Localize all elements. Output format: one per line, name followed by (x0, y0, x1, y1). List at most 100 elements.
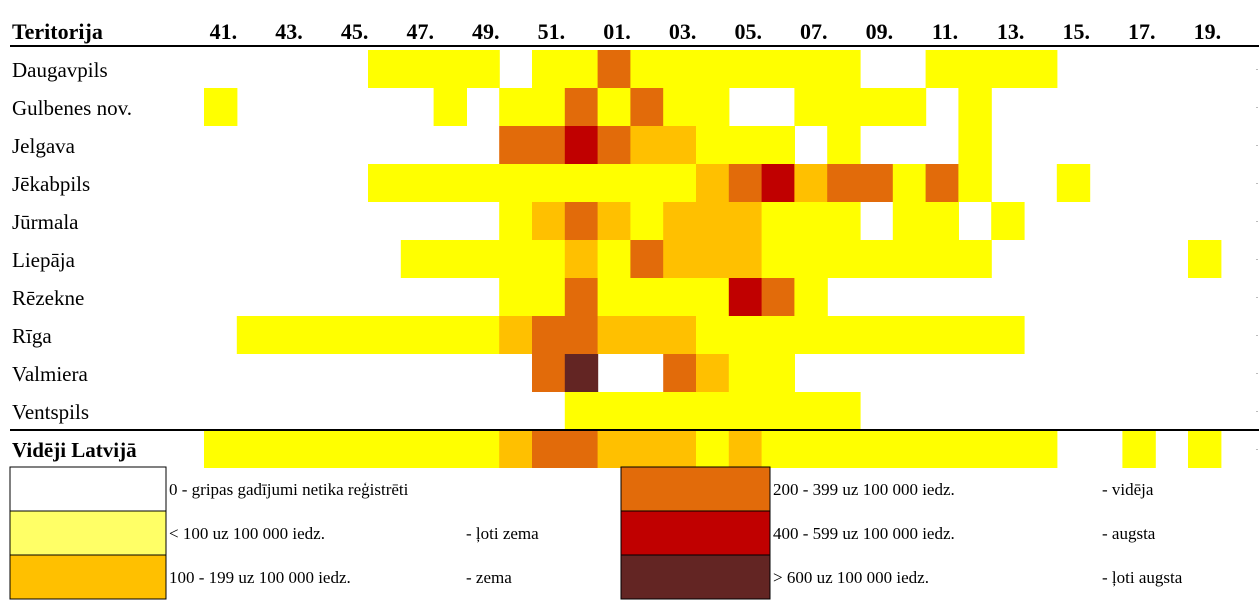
heatmap-cell (860, 316, 894, 354)
heatmap-cell (728, 164, 763, 202)
heatmap-cell (696, 316, 730, 354)
heatmap-cell (564, 88, 599, 126)
heatmap-cell (630, 278, 664, 316)
heatmap-cell (630, 88, 664, 126)
heatmap-cell (696, 431, 730, 468)
heatmap-cell (728, 202, 763, 240)
week-label: 47. (406, 19, 434, 44)
row-label-average: Vidēji Latvijā (12, 438, 137, 462)
heatmap-cell (630, 202, 664, 240)
heatmap-cell (236, 431, 271, 468)
row-label: Valmiera (12, 362, 88, 386)
heatmap-cell (597, 316, 631, 354)
week-label: 01. (603, 19, 631, 44)
heatmap-cell (499, 164, 533, 202)
heatmap-cell (1122, 431, 1156, 468)
heatmap-cell (663, 126, 697, 164)
heatmap-cell (958, 88, 992, 126)
heatmap-cell (696, 88, 730, 126)
heatmap-cell (696, 126, 730, 164)
heatmap-cell (860, 164, 894, 202)
week-label: 05. (734, 19, 762, 44)
row-label: Gulbenes nov. (12, 96, 132, 120)
heatmap-cell (400, 240, 435, 278)
heatmap-cell (1024, 431, 1058, 468)
heatmap-cell (499, 126, 533, 164)
heatmap-cell (761, 392, 795, 430)
heatmap-cell (564, 278, 599, 316)
edge-tick (1256, 259, 1258, 260)
legend-swatch (9, 554, 167, 600)
heatmap-cell (564, 126, 599, 164)
heatmap-cell (827, 431, 861, 468)
heatmap-cell (925, 202, 959, 240)
week-label: 15. (1062, 19, 1090, 44)
heatmap-cell (925, 164, 959, 202)
legend-desc: - zema (466, 568, 512, 587)
heatmap-cell (630, 126, 664, 164)
legend-range: 200 - 399 uz 100 000 iedz. (773, 480, 955, 499)
heatmap-cell (663, 240, 697, 278)
heatmap-cell (794, 278, 828, 316)
heatmap-cell (958, 126, 992, 164)
heatmap-cell (400, 316, 435, 354)
heatmap-cell (892, 316, 927, 354)
edge-tick (1256, 183, 1258, 184)
heatmap-cell (761, 354, 795, 392)
heatmap-cell (958, 240, 992, 278)
heatmap-cell (597, 431, 631, 468)
heatmap-cell (827, 88, 861, 126)
legend-swatch (620, 510, 771, 556)
heatmap-cell (532, 50, 566, 88)
heatmap-cell (663, 316, 697, 354)
heatmap-cell (564, 354, 599, 392)
heatmap-cell (433, 240, 467, 278)
heatmap-cell (991, 50, 1025, 88)
week-label: 45. (341, 19, 369, 44)
heatmap-cell (597, 392, 631, 430)
heatmap-cell (335, 431, 369, 468)
heatmap-cell (728, 126, 763, 164)
heatmap-cell (532, 164, 566, 202)
heatmap-cell (696, 278, 730, 316)
legend-range: 400 - 599 uz 100 000 iedz. (773, 524, 955, 543)
legend-range: > 600 uz 100 000 iedz. (773, 568, 929, 587)
heatmap-cell (630, 164, 664, 202)
legend-range: 100 - 199 uz 100 000 iedz. (169, 568, 351, 587)
heatmap-cell (728, 278, 763, 316)
heatmap-cell (466, 50, 500, 88)
heatmap-cell (663, 50, 697, 88)
row-label: Jelgava (12, 134, 76, 158)
heatmap-cell (433, 50, 467, 88)
heatmap-cell (663, 164, 697, 202)
heatmap-cell (696, 240, 730, 278)
legend-range: 0 - gripas gadījumi netika reģistrēti (169, 480, 409, 499)
heatmap-cell (827, 392, 861, 430)
heatmap-cell (532, 126, 566, 164)
heatmap-cell (499, 431, 533, 468)
heatmap-cell (663, 88, 697, 126)
heatmap-cell (400, 50, 435, 88)
heatmap-cell (761, 431, 795, 468)
heatmap-cell (761, 164, 795, 202)
legend-desc: - augsta (1102, 524, 1156, 543)
week-label: 11. (932, 19, 958, 44)
week-label: 43. (275, 19, 303, 44)
heatmap-cell (433, 88, 467, 126)
edge-tick (1256, 221, 1258, 222)
heatmap-cell (892, 240, 927, 278)
week-label: 13. (997, 19, 1025, 44)
legend-swatch (620, 554, 771, 600)
heatmap-cell (728, 354, 763, 392)
heatmap-cell (925, 50, 959, 88)
heatmap-cell (433, 164, 467, 202)
heatmap-cell (630, 316, 664, 354)
heatmap-cell (1188, 431, 1222, 468)
row-label: Ventspils (12, 400, 89, 424)
heatmap-cell (892, 431, 927, 468)
heatmap-cell (728, 316, 763, 354)
heatmap-cell (892, 164, 927, 202)
week-label: 49. (472, 19, 500, 44)
heatmap-cell (860, 88, 894, 126)
heatmap-cell (532, 202, 566, 240)
